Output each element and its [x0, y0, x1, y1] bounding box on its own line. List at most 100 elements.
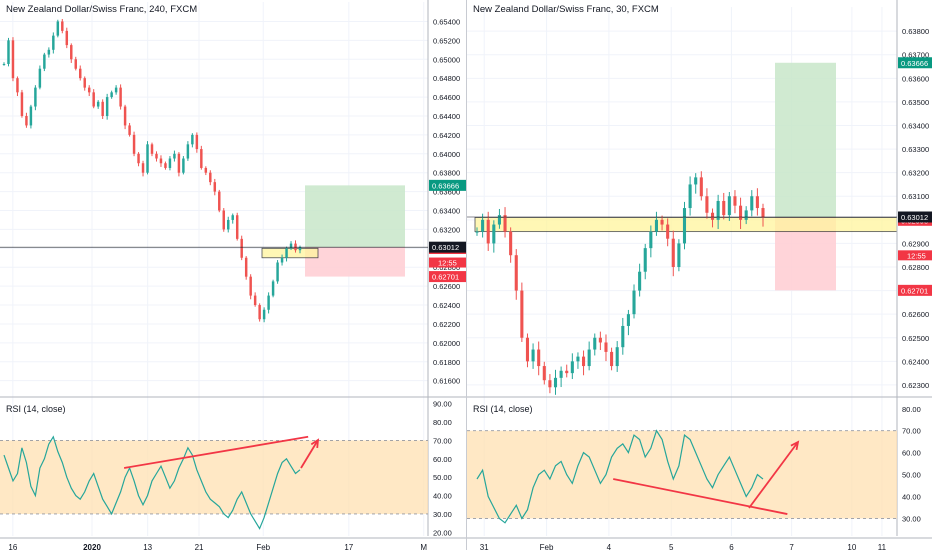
candle-body — [531, 349, 535, 362]
price-tick-label: 0.62900 — [902, 239, 929, 248]
time-tick-label: Feb — [540, 543, 554, 550]
rsi-tick-label: 30.00 — [902, 514, 921, 523]
rsi-arrow-head-30 — [790, 440, 800, 451]
time-tick-label: 5 — [669, 543, 674, 550]
time-tick-label: 13 — [143, 543, 152, 550]
candle-body — [525, 337, 530, 362]
profit-zone-240 — [305, 185, 405, 248]
candle-body — [716, 200, 720, 220]
chart-title-240: New Zealand Dollar/Swiss Franc, 240, FXC… — [6, 4, 198, 15]
price-tick-label: 0.64400 — [433, 112, 460, 121]
candle-body — [576, 356, 580, 362]
candle-body — [744, 210, 748, 220]
candle-body — [289, 243, 293, 249]
candle-body — [110, 92, 113, 98]
price-tick-label: 0.62500 — [902, 334, 929, 343]
rsi-tick-label: 60.00 — [902, 449, 921, 458]
rsi-tick-label: 50.00 — [902, 471, 921, 480]
candle-body — [537, 349, 541, 367]
price-tick-label: 0.64000 — [433, 150, 460, 159]
rsi-tick-label: 20.00 — [433, 528, 452, 537]
candle-body — [699, 177, 703, 197]
price-tick-label: 0.64800 — [433, 74, 460, 83]
candle-body — [186, 144, 190, 159]
countdown-box — [898, 250, 932, 261]
candle-body — [682, 208, 687, 244]
candle-body — [258, 305, 261, 320]
chart-canvas-240[interactable]: 0.65400 0.65200 0.65000 0.64800 0.64600 0.644… — [0, 0, 466, 550]
price-label-box — [429, 271, 466, 283]
candle-body — [137, 153, 140, 164]
candle-body — [195, 134, 199, 150]
price-tick-label: 0.62400 — [433, 301, 460, 310]
candle-body — [598, 337, 602, 343]
price-label-box — [429, 179, 466, 191]
price-tick-label: 0.62600 — [433, 282, 460, 291]
candle-body — [503, 215, 507, 232]
rsi-tick-label: 60.00 — [433, 455, 452, 464]
rsi-tick-label: 30.00 — [433, 510, 452, 519]
candle-body — [173, 153, 176, 159]
price-label: 0.63666 — [901, 59, 928, 68]
candle-body — [739, 205, 743, 220]
candle-body — [29, 106, 33, 126]
candle-body — [132, 134, 136, 154]
chart-panel-30[interactable]: 0.63800 0.63700 0.63600 0.63500 0.63400 0.633… — [466, 0, 932, 550]
candle-body — [159, 158, 163, 164]
time-tick-label: Feb — [256, 543, 270, 550]
time-tick-label: 21 — [195, 543, 204, 550]
candle-body — [276, 262, 279, 282]
candle-body — [146, 144, 149, 173]
candle-body — [105, 97, 109, 116]
rsi-tick-label: 90.00 — [433, 400, 452, 409]
profit-zone-30 — [775, 62, 836, 218]
candle-body — [750, 196, 754, 211]
rsi-trendline-240 — [123, 435, 309, 469]
countdown-label: 12:55 — [907, 251, 926, 260]
candle-body — [285, 248, 288, 258]
candle-body — [101, 101, 104, 116]
candle-body — [16, 78, 19, 93]
candle-body — [610, 351, 614, 367]
time-tick-label: 17 — [344, 543, 353, 550]
price-tick-label: 0.63300 — [902, 145, 929, 154]
price-tick-label: 0.63400 — [902, 121, 929, 130]
price-tick-label: 0.61600 — [433, 377, 460, 386]
candle-body — [632, 290, 636, 315]
candle-body — [626, 314, 630, 326]
current-price-box — [429, 241, 466, 253]
price-tick-label: 0.65400 — [433, 17, 460, 26]
candle-body — [643, 248, 647, 272]
candle-body — [25, 115, 28, 126]
time-tick-label: 16 — [8, 543, 17, 550]
candle-body — [262, 309, 266, 320]
price-label: 0.62701 — [901, 286, 928, 295]
rsi-tick-label: 40.00 — [902, 493, 921, 502]
candle-body — [182, 158, 185, 173]
loss-zone-240 — [305, 247, 405, 277]
candle-body — [271, 281, 275, 296]
chart-panel-240[interactable]: 0.65400 0.65200 0.65000 0.64800 0.64600 0.644… — [0, 0, 466, 550]
candle-body — [79, 68, 82, 79]
candle-body — [727, 196, 731, 216]
candle-body — [253, 295, 257, 306]
candle-body — [2, 63, 6, 65]
candle-body — [83, 78, 86, 88]
candle-body — [509, 231, 513, 256]
price-label-box — [898, 57, 932, 69]
candle-body — [235, 215, 239, 239]
rsi-line-240 — [3, 435, 301, 530]
candle-body — [240, 238, 243, 258]
candle-body — [244, 257, 248, 277]
candle-body — [128, 125, 131, 135]
price-tick-label: 0.62000 — [433, 339, 460, 348]
candle-body — [688, 184, 692, 209]
chart-canvas-30[interactable]: 0.63800 0.63700 0.63600 0.63500 0.63400 0.633… — [467, 0, 932, 550]
rsi-tick-label: 70.00 — [902, 427, 921, 436]
chart-title-30: New Zealand Dollar/Swiss Franc, 30, FXCM — [473, 4, 659, 15]
candle-body — [565, 370, 569, 374]
candle-body — [638, 271, 642, 291]
rsi-tick-label: 80.00 — [902, 405, 921, 414]
candle-body — [570, 361, 574, 374]
candle-body — [710, 212, 715, 220]
